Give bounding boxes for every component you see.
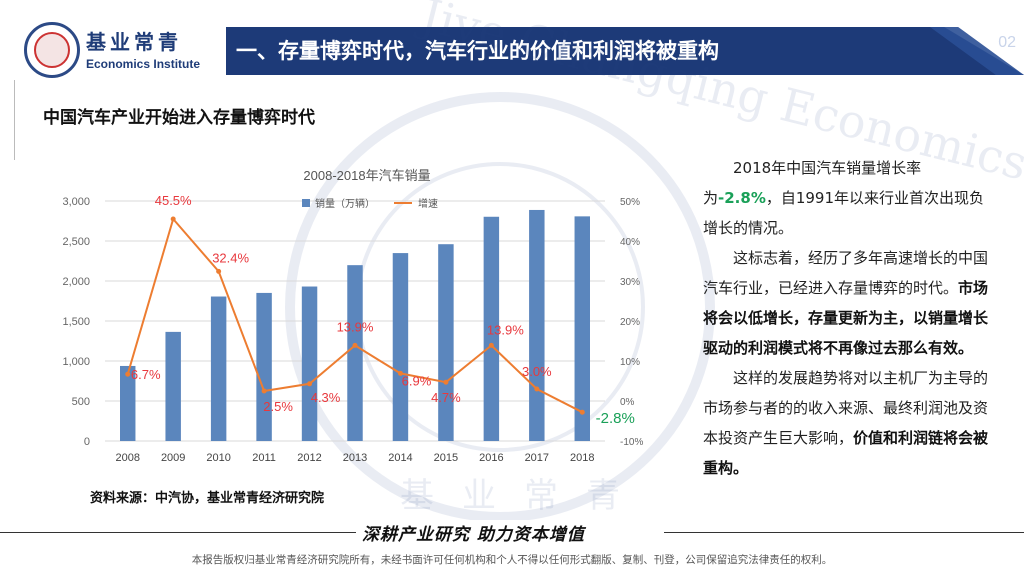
x-tick: 2009 [161,452,185,464]
line-point [397,370,403,376]
line-point [488,342,494,348]
footer-rule-right [664,532,1024,533]
footer-rule-left [0,532,356,533]
bar [256,292,272,441]
brand: 基业常青 Economics Institute [86,30,226,72]
x-tick: 2015 [434,452,458,464]
data-label: 4.7% [431,390,461,405]
legend-label: 增速 [418,197,438,210]
y-left-tick: 1,000 [62,356,90,368]
slogan: 深耕产业研究 助力资本增值 [358,520,589,545]
paragraph-2: 这标志着，经历了多年高速增长的中国汽车行业，已经进入存量博弈的时代。市场将会以低… [703,249,989,357]
data-label: 6.7% [131,367,161,382]
bar [210,296,227,441]
paragraph-1: 2018年中国汽车销量增长率为-2.8%，自1991年以来行业首次出现负增长的情… [703,159,985,237]
data-label: 32.4% [212,250,249,265]
y-right-tick: 40% [620,237,640,248]
bar [165,331,181,441]
x-tick: 2008 [115,452,139,464]
data-label: -2.8% [596,410,635,427]
x-tick: 2017 [525,452,549,464]
conclusion: 价值和利润链将会被重构。 [703,429,989,477]
source-note: 资料来源：中汽协，基业常青经济研究院 [90,491,325,506]
copyright-notice: 本报告版权归基业常青经济研究院所有，未经书面许可任何机构和个人不得以任何形式翻版… [191,554,833,566]
institute-logo [24,22,80,78]
data-label: 13.9% [337,319,374,334]
brand-name-cn: 基业常青 [86,30,182,54]
analysis-panel: 2018年中国汽车销量增长率为-2.8%，自1991年以来行业首次出现负增长的情… [703,153,999,483]
x-tick: 2010 [206,452,230,464]
x-tick: 2013 [343,452,367,464]
line-point [534,386,540,392]
line-point [261,388,267,394]
growth-highlight: -2.8% [718,189,766,207]
brand-name-en: Economics Institute [86,57,201,71]
bar [529,209,545,441]
y-left-tick: 3,000 [62,196,90,208]
data-label: 6.9% [402,373,432,388]
title-banner [226,27,1024,75]
data-label: 3.0% [522,364,552,379]
y-right-tick: 20% [620,317,640,328]
line-point [443,379,449,385]
data-label: 2.5% [263,399,293,414]
line-point [216,268,222,274]
divider [14,80,15,160]
y-right-tick: 30% [620,277,640,288]
line-point [170,216,176,222]
chart-title: 2008-2018年汽车销量 [303,168,430,183]
y-left-tick: 1,500 [62,316,90,328]
bar [120,365,136,441]
x-tick: 2014 [388,452,412,464]
page-number: 02 [998,34,1016,51]
data-label: 45.5% [155,193,192,208]
bar [438,244,454,441]
y-left-tick: 500 [72,396,90,408]
watermark-text-cn: 基业常青 [400,476,648,516]
legend-label: 销量（万辆） [315,197,375,210]
paragraph-3: 这样的发展趋势将对以主机厂为主导的市场参与者的的收入来源、最终利润池及资本投资产… [703,369,989,477]
line-point [352,342,358,348]
line-point [579,409,585,415]
data-label: 4.3% [311,390,341,405]
line-point [125,371,131,377]
section-subtitle: 中国汽车产业开始进入存量博弈时代 [43,108,315,128]
sales-chart: 2008-2018年汽车销量 0 500 1,000 1,500 2,000 2,500 3,… [62,168,643,464]
bar [483,216,500,441]
page-title: 一、存量博弈时代，汽车行业的价值和利润将被重构 [236,39,719,63]
y-left-tick: 0 [84,436,90,448]
key-point: 市场将会以低增长，存量更新为主，以销量增长驱动的利润模式将不再像过去那么有效。 [703,279,989,357]
bar [574,216,590,441]
bar [301,286,318,441]
line-point [307,381,313,387]
y-right-tick: 0% [620,397,635,408]
bar [347,265,363,441]
x-tick: 2016 [479,452,503,464]
bar [392,253,409,441]
legend-swatch-bars [302,199,310,207]
y-right-tick: 50% [620,197,640,208]
y-left-tick: 2,500 [62,236,90,248]
data-label: 13.9% [487,322,524,337]
y-right-tick: -10% [620,437,643,448]
x-tick: 2018 [570,452,594,464]
x-tick: 2012 [297,452,321,464]
y-left-tick: 2,000 [62,276,90,288]
x-tick: 2011 [252,452,276,464]
y-right-tick: 10% [620,357,640,368]
